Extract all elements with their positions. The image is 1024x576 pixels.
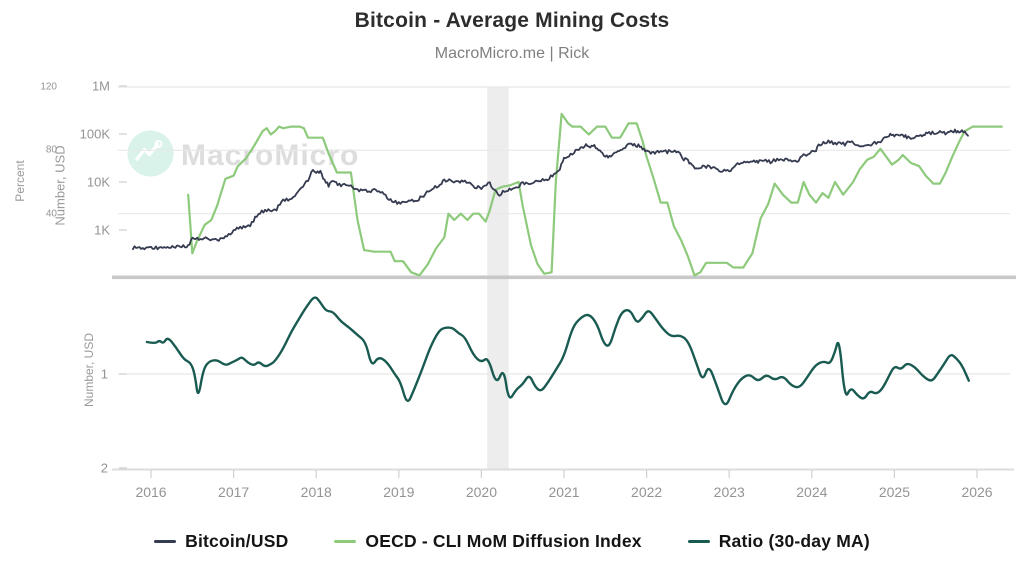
x-axis-tick-label: 2026 bbox=[961, 484, 993, 500]
legend-swatch-bitcoin-usd bbox=[154, 540, 177, 543]
bitcoin-usd-line bbox=[131, 128, 969, 251]
x-axis-tick-label: 2017 bbox=[218, 484, 250, 500]
usd-axis-tick-label: 10K bbox=[86, 174, 110, 190]
usd-axis-tick-label: 1K bbox=[94, 222, 110, 238]
panel-divider-line bbox=[112, 275, 1016, 280]
ratio-line bbox=[145, 296, 970, 406]
x-axis-tick-label: 2019 bbox=[383, 484, 415, 500]
percent-axis-tick-label: 120 bbox=[40, 81, 57, 93]
x-axis-tick-label: 2016 bbox=[135, 484, 167, 500]
legend-label-oecd-cli: OECD - CLI MoM Diffusion Index bbox=[365, 531, 642, 551]
oecd-cli-line bbox=[187, 112, 1003, 277]
x-axis-tick-label: 2018 bbox=[300, 484, 332, 500]
legend-swatch-ratio bbox=[687, 540, 710, 543]
usd-axis-tick-label: 1M bbox=[91, 78, 110, 94]
chart-title: Bitcoin - Average Mining Costs bbox=[354, 9, 670, 32]
legend: Bitcoin/USD OECD - CLI MoM Diffusion Ind… bbox=[0, 531, 1024, 552]
legend-item-bitcoin-usd[interactable]: Bitcoin/USD bbox=[154, 531, 288, 552]
x-axis-tick-label: 2025 bbox=[878, 484, 911, 500]
chart-subtitle: MacroMicro.me | Rick bbox=[434, 45, 590, 62]
x-axis-tick-label: 2022 bbox=[631, 484, 663, 500]
percent-axis-tick-label: 80 bbox=[45, 144, 57, 156]
legend-item-oecd-cli[interactable]: OECD - CLI MoM Diffusion Index bbox=[334, 531, 641, 552]
ratio-axis-tick-label: 2 bbox=[100, 460, 108, 476]
x-axis-tick-label: 2020 bbox=[465, 484, 498, 500]
legend-label-bitcoin-usd: Bitcoin/USD bbox=[185, 531, 289, 551]
legend-item-ratio[interactable]: Ratio (30-day MA) bbox=[687, 531, 870, 552]
legend-label-ratio: Ratio (30-day MA) bbox=[718, 531, 870, 551]
usd-axis-tick-label: 100K bbox=[79, 126, 110, 142]
percent-axis-tick-label: 40 bbox=[45, 208, 57, 220]
legend-swatch-oecd-cli bbox=[334, 540, 357, 543]
ratio-axis-tick-label: 1 bbox=[100, 366, 108, 382]
x-axis-tick-label: 2021 bbox=[548, 484, 580, 500]
x-axis-tick-label: 2024 bbox=[796, 484, 828, 500]
x-axis-tick-label: 2023 bbox=[713, 484, 745, 500]
